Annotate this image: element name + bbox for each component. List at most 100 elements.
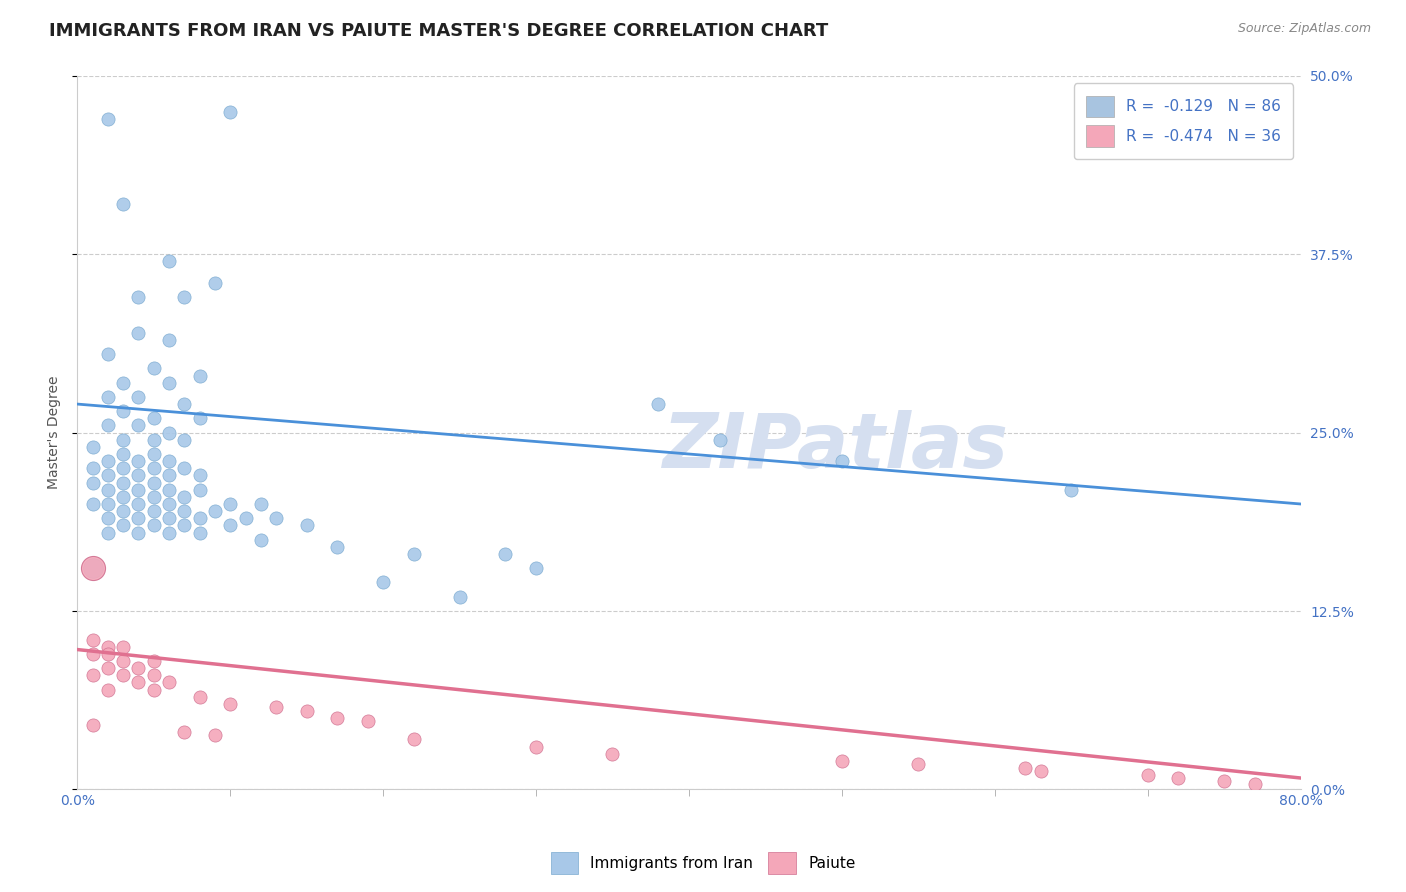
Point: [97, 511, 120, 525]
Legend: R =  -0.129   N = 86, R =  -0.474   N = 36: R = -0.129 N = 86, R = -0.474 N = 36: [1074, 84, 1294, 159]
Point: [1167, 771, 1189, 785]
Point: [142, 654, 165, 668]
Point: [142, 682, 165, 697]
Point: [907, 756, 929, 771]
Point: [112, 668, 135, 682]
Point: [112, 518, 135, 533]
Point: [204, 504, 226, 518]
Point: [82, 668, 104, 682]
Point: [1136, 768, 1159, 782]
Point: [82, 718, 104, 732]
Point: [371, 575, 394, 590]
Point: [82, 475, 104, 490]
Point: [173, 518, 195, 533]
Point: [112, 447, 135, 461]
Legend: Immigrants from Iran, Paiute: Immigrants from Iran, Paiute: [544, 846, 862, 880]
Point: [97, 682, 120, 697]
Point: [1014, 761, 1036, 775]
Point: [142, 433, 165, 447]
Point: [157, 675, 180, 690]
Point: [157, 511, 180, 525]
Point: [128, 326, 150, 340]
Point: [97, 347, 120, 361]
Point: [82, 561, 104, 575]
Point: [82, 632, 104, 647]
Point: [97, 497, 120, 511]
Point: [157, 525, 180, 540]
Point: [326, 540, 349, 554]
Point: [173, 504, 195, 518]
Point: [264, 699, 287, 714]
Point: [112, 640, 135, 654]
Point: [157, 454, 180, 468]
Point: [112, 654, 135, 668]
Point: [97, 468, 120, 483]
Point: [128, 525, 150, 540]
Point: [402, 732, 425, 747]
Point: [188, 690, 211, 704]
Point: [524, 561, 547, 575]
Point: [157, 497, 180, 511]
Point: [295, 704, 318, 718]
Point: [97, 483, 120, 497]
Point: [295, 518, 318, 533]
Point: [128, 675, 150, 690]
Point: [82, 497, 104, 511]
Point: [82, 440, 104, 454]
Point: [97, 390, 120, 404]
Point: [128, 290, 150, 304]
Point: [112, 404, 135, 418]
Point: [142, 411, 165, 425]
Point: [142, 518, 165, 533]
Point: [128, 511, 150, 525]
Point: [264, 511, 287, 525]
Point: [112, 433, 135, 447]
Point: [128, 468, 150, 483]
Point: [709, 433, 731, 447]
Point: [157, 254, 180, 268]
Point: [142, 475, 165, 490]
Point: [357, 714, 380, 728]
Point: [112, 461, 135, 475]
Point: [204, 728, 226, 742]
Point: [219, 104, 242, 119]
Point: [112, 504, 135, 518]
Point: [188, 525, 211, 540]
Point: [602, 747, 624, 761]
Point: [112, 475, 135, 490]
Point: [188, 368, 211, 383]
Point: [647, 397, 669, 411]
Point: [173, 290, 195, 304]
Point: [402, 547, 425, 561]
Point: [82, 461, 104, 475]
Text: Source: ZipAtlas.com: Source: ZipAtlas.com: [1237, 22, 1371, 36]
Point: [173, 397, 195, 411]
Point: [524, 739, 547, 754]
Point: [97, 640, 120, 654]
Point: [97, 525, 120, 540]
Point: [128, 497, 150, 511]
Point: [250, 533, 273, 547]
Point: [449, 590, 471, 604]
Y-axis label: Master's Degree: Master's Degree: [46, 376, 60, 490]
Point: [128, 418, 150, 433]
Point: [1243, 777, 1265, 791]
Point: [142, 361, 165, 376]
Point: [142, 504, 165, 518]
Point: [128, 483, 150, 497]
Point: [831, 754, 853, 768]
Point: [235, 511, 257, 525]
Point: [128, 454, 150, 468]
Point: [173, 433, 195, 447]
Point: [188, 511, 211, 525]
Point: [173, 461, 195, 475]
Point: [157, 483, 180, 497]
Point: [128, 661, 150, 675]
Point: [188, 483, 211, 497]
Point: [204, 276, 226, 290]
Point: [157, 333, 180, 347]
Point: [97, 647, 120, 661]
Point: [142, 461, 165, 475]
Point: [142, 490, 165, 504]
Point: [142, 668, 165, 682]
